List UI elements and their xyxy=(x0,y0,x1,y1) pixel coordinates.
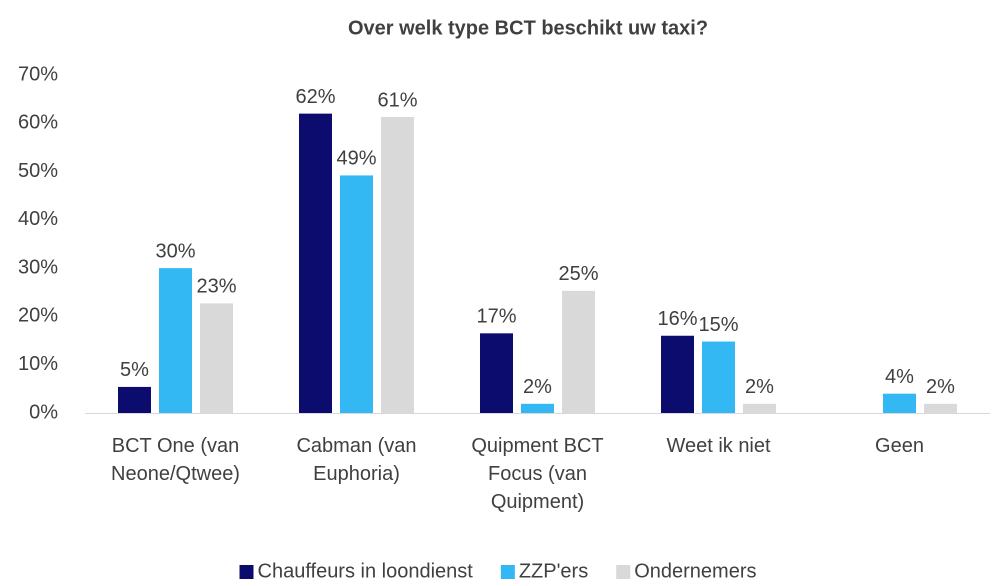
data-label: 2% xyxy=(745,376,774,398)
data-label: 30% xyxy=(155,240,195,262)
bar xyxy=(883,393,916,413)
y-tick-label: 60% xyxy=(18,112,58,134)
x-tick-label: Weet ik niet xyxy=(666,435,771,457)
legend-label: ZZP'ers xyxy=(519,560,588,582)
bar xyxy=(661,335,694,413)
data-label: 61% xyxy=(377,89,417,111)
chart-title: Over welk type BCT beschikt uw taxi? xyxy=(348,17,708,39)
data-label: 17% xyxy=(476,306,516,328)
bar xyxy=(299,113,332,413)
data-label: 15% xyxy=(698,314,738,336)
bar xyxy=(340,175,373,413)
legend-swatch xyxy=(616,565,631,579)
data-label: 62% xyxy=(295,86,335,108)
legend-label: Ondernemers xyxy=(634,560,756,582)
legend-swatch xyxy=(239,565,254,579)
data-label: 25% xyxy=(558,263,598,285)
y-tick-label: 0% xyxy=(29,401,58,423)
legend-label: Chauffeurs in loondienst xyxy=(258,560,474,582)
bar xyxy=(381,117,414,413)
x-tick-label: Geen xyxy=(875,435,924,457)
data-label: 4% xyxy=(885,366,914,388)
y-tick-label: 40% xyxy=(18,208,58,230)
y-tick-label: 10% xyxy=(18,353,58,375)
bar xyxy=(924,403,957,413)
data-label: 2% xyxy=(926,376,955,398)
data-label: 2% xyxy=(523,376,552,398)
data-label: 23% xyxy=(196,276,236,298)
y-tick-label: 30% xyxy=(18,256,58,278)
data-label: 16% xyxy=(657,308,697,330)
x-tick-label: Quipment BCT Focus (van Quipment) xyxy=(471,435,604,513)
x-tick-label: BCT One (van Neone/Qtwee) xyxy=(111,435,240,485)
bar xyxy=(702,341,735,413)
bar xyxy=(480,333,513,413)
bar xyxy=(521,403,554,413)
bar xyxy=(743,403,776,413)
bar xyxy=(200,303,233,413)
y-tick-label: 70% xyxy=(18,63,58,85)
x-tick-label: Cabman (van Euphoria) xyxy=(296,435,417,485)
bar xyxy=(562,290,595,413)
y-tick-label: 20% xyxy=(18,305,58,327)
y-tick-label: 50% xyxy=(18,160,58,182)
data-label: 49% xyxy=(336,148,376,170)
bar xyxy=(118,386,151,413)
data-label: 5% xyxy=(120,359,149,381)
bar xyxy=(159,268,192,413)
legend-swatch xyxy=(500,565,515,579)
